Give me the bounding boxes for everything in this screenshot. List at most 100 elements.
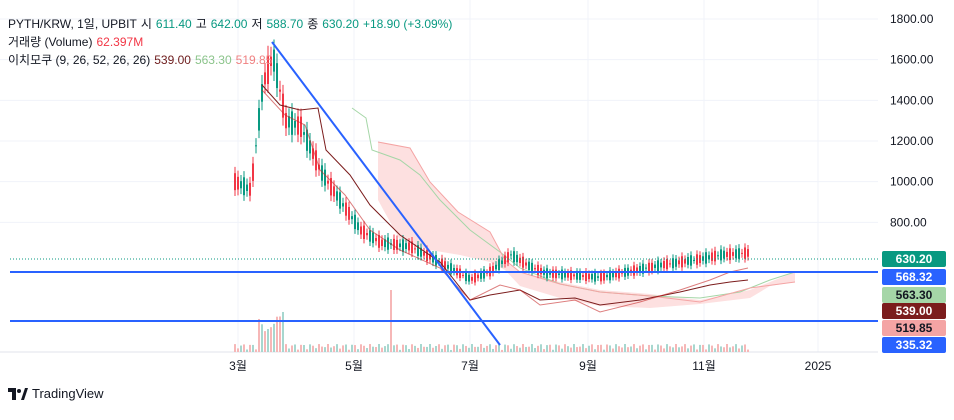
candle-body <box>603 272 605 281</box>
trend-drawings[interactable] <box>10 41 878 346</box>
volume-bar <box>360 344 362 352</box>
candle-body <box>240 181 242 189</box>
badge-upper-line: 568.32 <box>882 269 946 285</box>
candle-body <box>450 263 452 274</box>
candle-body <box>681 256 683 268</box>
volume-bar <box>468 347 470 352</box>
volume-bar <box>573 344 575 352</box>
volume-bar <box>453 344 455 352</box>
candle-body <box>594 272 596 282</box>
candle-body <box>609 270 611 281</box>
volume-bar <box>465 345 467 352</box>
candle-body <box>465 272 467 282</box>
time-axis[interactable]: 3월 5월 7월 9월 11월 2025 <box>229 359 832 373</box>
senkou-a-line <box>351 107 796 299</box>
volume-bar <box>354 345 356 352</box>
volume-bar <box>654 349 656 352</box>
footer-brand[interactable]: TradingView <box>8 386 104 401</box>
candle-body <box>378 235 380 248</box>
legend-symbol-row: PYTH/KRW, 1일, UPBIT 시 611.40 고 642.00 저 588… <box>8 15 452 33</box>
volume-bar <box>507 345 509 352</box>
candle-body <box>444 261 446 270</box>
volume-label[interactable]: 거래량 (Volume) <box>8 35 93 49</box>
price-axis[interactable]: 1800.00 1600.00 1400.00 1200.00 1000.00 800.0… <box>890 12 934 229</box>
candle-body <box>537 264 539 275</box>
candle-body <box>705 252 707 264</box>
tradingview-logo-icon <box>8 387 28 400</box>
volume-bar <box>477 346 479 352</box>
candle-body <box>297 116 299 135</box>
volume-bar <box>405 345 407 352</box>
volume-bar <box>576 347 578 352</box>
candle-body <box>423 251 425 256</box>
volume-bar <box>717 344 719 352</box>
candle-body <box>234 173 236 191</box>
volume-bar <box>660 345 662 352</box>
candle-body <box>387 237 389 250</box>
volume-bar <box>375 347 377 352</box>
candle-body <box>495 264 497 270</box>
volume-bar <box>369 344 371 352</box>
volume-bar <box>306 349 308 352</box>
high-label: 고 <box>195 17 207 31</box>
volume-bar <box>597 345 599 352</box>
close-label: 종 <box>307 17 319 31</box>
symbol-label[interactable]: PYTH/KRW, 1일, UPBIT <box>8 17 137 31</box>
candle-body <box>276 63 278 89</box>
ichimoku-label[interactable]: 이치모쿠 (9, 26, 52, 26, 26) <box>8 53 151 67</box>
candle-body <box>408 242 410 251</box>
volume-bar <box>243 344 245 352</box>
volume-bar <box>246 349 248 352</box>
time-tick-label: 5월 <box>345 359 363 373</box>
candle-body <box>294 121 296 128</box>
volume-bar <box>705 349 707 352</box>
volume-bar <box>372 346 374 352</box>
candle-body <box>726 251 728 257</box>
candle-body <box>261 84 263 102</box>
candle-body <box>285 113 287 129</box>
volume-bar <box>594 349 596 352</box>
candle-body <box>351 216 353 220</box>
candle-body <box>324 169 326 186</box>
candle-body <box>321 165 323 181</box>
candle-body <box>369 230 371 242</box>
volume-bar <box>642 344 644 352</box>
volume-bar <box>603 349 605 352</box>
volume-bar <box>480 344 482 352</box>
high-value: 642.00 <box>210 17 248 31</box>
candle-body <box>606 274 608 278</box>
volume-bar <box>339 348 341 352</box>
volume-bar <box>627 347 629 352</box>
price-tick-label: 1200.00 <box>890 134 934 148</box>
candle-body <box>513 251 515 263</box>
price-tick-label: 1000.00 <box>890 175 934 189</box>
volume-bar <box>531 344 533 352</box>
candle-body <box>651 262 653 271</box>
volume-bar <box>558 345 560 352</box>
volume-bar <box>615 344 617 352</box>
candle-body <box>315 150 317 171</box>
volume-bar <box>438 344 440 352</box>
volume-bar <box>690 345 692 352</box>
tenkan-line <box>261 89 749 313</box>
volume-bar <box>621 347 623 352</box>
volume-bar <box>720 346 722 352</box>
candle-body <box>288 116 290 128</box>
candle-body <box>597 276 599 278</box>
candlesticks <box>234 39 749 286</box>
candle-body <box>279 89 281 92</box>
candle-body <box>459 268 461 278</box>
volume-bar <box>255 349 257 352</box>
volume-bar <box>291 345 293 352</box>
candle-body <box>615 271 617 278</box>
candle-body <box>348 206 350 220</box>
volume-bar <box>282 311 284 352</box>
candle-body <box>741 252 743 254</box>
chart-legend: PYTH/KRW, 1일, UPBIT 시 611.40 고 642.00 저 588… <box>8 15 452 69</box>
open-label: 시 <box>140 17 152 31</box>
volume-bar <box>582 344 584 352</box>
volume-bar <box>501 349 503 352</box>
candle-body <box>345 202 347 216</box>
